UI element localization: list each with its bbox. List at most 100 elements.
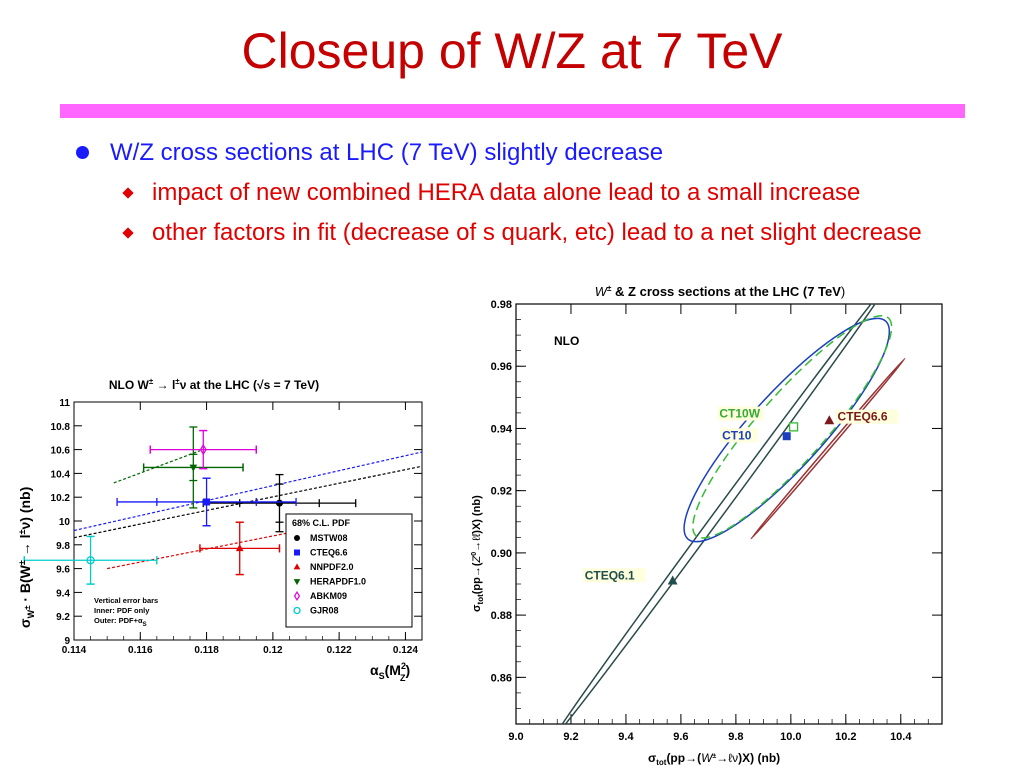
wz-cross-section-chart: W± & Z cross sections at the LHC (7 TeV)… (471, 284, 943, 766)
point-marker (199, 443, 207, 456)
slide-title: Closeup of W/Z at 7 TeV (241, 23, 783, 79)
data-point-nnpdf20 (199, 521, 281, 576)
data-point-abkm09 (149, 429, 257, 470)
ellipse-ct10 (683, 317, 891, 543)
ellipse-cteq66 (750, 357, 906, 540)
point-marker (189, 464, 198, 472)
legend-label: ABKM09 (310, 591, 347, 601)
x-tick-label: 0.118 (194, 645, 219, 656)
ellipse-cteq61 (555, 304, 887, 724)
right-y-axis-label: σtot(pp→(Z0→ℓℓ̄)X) (nb) (471, 495, 485, 612)
x-tick-label: 0.114 (62, 645, 87, 656)
y-tick-label: 0.90 (491, 548, 512, 560)
x-tick-label: 10.0 (780, 731, 801, 743)
point-ct10w (788, 422, 799, 432)
label-bg (835, 409, 899, 424)
data-point-cteq66 (116, 477, 297, 527)
point-marker (275, 499, 283, 507)
x-tick-label: 10.2 (835, 731, 856, 743)
bullet-sub-1-text: impact of new combined HERA data alone l… (152, 179, 861, 206)
label-bg (582, 568, 646, 583)
right-chart-title: W± & Z cross sections at the LHC (7 TeV) (595, 284, 846, 299)
x-tick-label: 0.122 (327, 645, 352, 656)
y-tick-label: 0.92 (491, 486, 512, 498)
x-tick-label: 0.116 (128, 645, 153, 656)
point-cteq61 (667, 575, 678, 585)
label-bg (717, 406, 764, 421)
y-tick-label: 11 (59, 398, 70, 409)
note-line-2: Inner: PDF only (94, 606, 150, 615)
right-plot-frame (515, 303, 943, 725)
y-tick-label: 0.86 (491, 672, 512, 684)
bullet-sub-2-text: other factors in fit (decrease of s quar… (152, 219, 922, 246)
point-marker (235, 544, 244, 552)
x-tick-label: 10.4 (890, 731, 912, 743)
point-label: CT10W (719, 407, 760, 421)
note-line-3: Outer: PDF+αS (94, 616, 147, 628)
y-tick-label: 9.4 (56, 588, 70, 599)
right-plot-area: 9.0 9.2 9.4 9.6 9.8 10.0 10.2 10.4 0.86 0.88 0.90 0… (491, 299, 943, 743)
left-legend: 68% C.L. PDF MSTW08 CTEQ6.6 NNPDF2.0 HERAPD… (285, 513, 413, 628)
w-cross-section-chart: NLO W± → l±ν at the LHC (√s = 7 TeV) 0.1… (17, 377, 423, 683)
x-tick-label: 9.6 (673, 731, 688, 743)
ellipse-ct10w (692, 315, 893, 539)
left-chart-title: NLO W± → l±ν at the LHC (√s = 7 TeV) (109, 377, 319, 392)
point-cteq66 (824, 415, 835, 425)
bullet-dot-icon (76, 146, 89, 159)
label-bg (720, 428, 758, 443)
left-y-axis-label: σW± · B(W± → l±ν) (nb) (17, 487, 36, 628)
left-x-axis-label: αS(M2 Z) (370, 661, 410, 683)
bullet-sub-1: impact of new combined HERA data alone l… (118, 178, 942, 208)
y-tick-label: 0.98 (491, 299, 512, 311)
data-point-herapdf10 (142, 426, 244, 509)
y-tick-label: 10.8 (51, 422, 71, 433)
nlo-annotation: NLO (554, 334, 579, 348)
bullet-diamond-icon (122, 227, 134, 239)
legend-marker (293, 579, 301, 586)
point-marker (203, 498, 211, 506)
point-label: CTEQ6.6 (838, 410, 888, 424)
y-tick-label: 9.2 (56, 612, 70, 623)
legend-marker (293, 563, 301, 570)
note-line-1: Vertical error bars (94, 596, 158, 605)
title-rule (60, 104, 965, 118)
y-tick-label: 10.4 (51, 469, 71, 480)
x-tick-label: 9.0 (508, 731, 523, 743)
point-ct10 (782, 432, 791, 441)
legend-header: 68% C.L. PDF (292, 518, 351, 528)
legend-marker (293, 606, 301, 615)
point-marker (86, 556, 95, 565)
x-tick-label: 9.8 (728, 731, 743, 743)
x-tick-label: 9.4 (618, 731, 634, 743)
y-tick-label: 10 (59, 517, 71, 528)
y-tick-label: 10.6 (51, 446, 71, 457)
svg-text:σtot(pp→(Z0→ℓℓ̄)X) (nb): σtot(pp→(Z0→ℓℓ̄)X) (nb) (471, 495, 485, 612)
legend-label: CTEQ6.6 (310, 548, 348, 558)
right-x-axis-label: σtot(pp→(W±→ℓν)X) (nb) (648, 751, 780, 766)
x-tick-label: 0.124 (393, 645, 418, 656)
trend-line (73, 451, 423, 532)
bullet-sub-2: other factors in fit (decrease of s quar… (118, 218, 942, 248)
legend-label: HERAPDF1.0 (310, 577, 366, 587)
bullet-main: W/Z cross sections at LHC (7 TeV) slight… (74, 138, 974, 168)
legend-marker (293, 590, 301, 602)
left-notes: Vertical error bars Inner: PDF only Oute… (94, 596, 158, 628)
legend-label: GJR08 (310, 606, 339, 616)
legend-label: NNPDF2.0 (310, 562, 354, 572)
x-tick-label: 0.12 (263, 645, 283, 656)
y-tick-label: 9.6 (56, 565, 70, 576)
bullet-main-text: W/Z cross sections at LHC (7 TeV) slight… (110, 139, 664, 166)
legend-marker (294, 535, 300, 541)
point-label: CT10 (722, 428, 752, 442)
svg-text:σW± · B(W± → l±ν) (nb): σW± · B(W± → l±ν) (nb) (17, 487, 36, 628)
data-point-gjr08 (23, 535, 158, 585)
legend-label: MSTW08 (310, 533, 348, 543)
ellipse-group (555, 304, 906, 724)
y-tick-label: 10.2 (51, 493, 71, 504)
bullet-diamond-icon (122, 187, 134, 199)
x-tick-label: 9.2 (563, 731, 578, 743)
y-tick-label: 0.96 (491, 361, 512, 373)
y-tick-label: 0.88 (491, 610, 512, 622)
point-label: CTEQ6.1 (585, 568, 635, 582)
y-tick-label: 0.94 (491, 423, 513, 435)
